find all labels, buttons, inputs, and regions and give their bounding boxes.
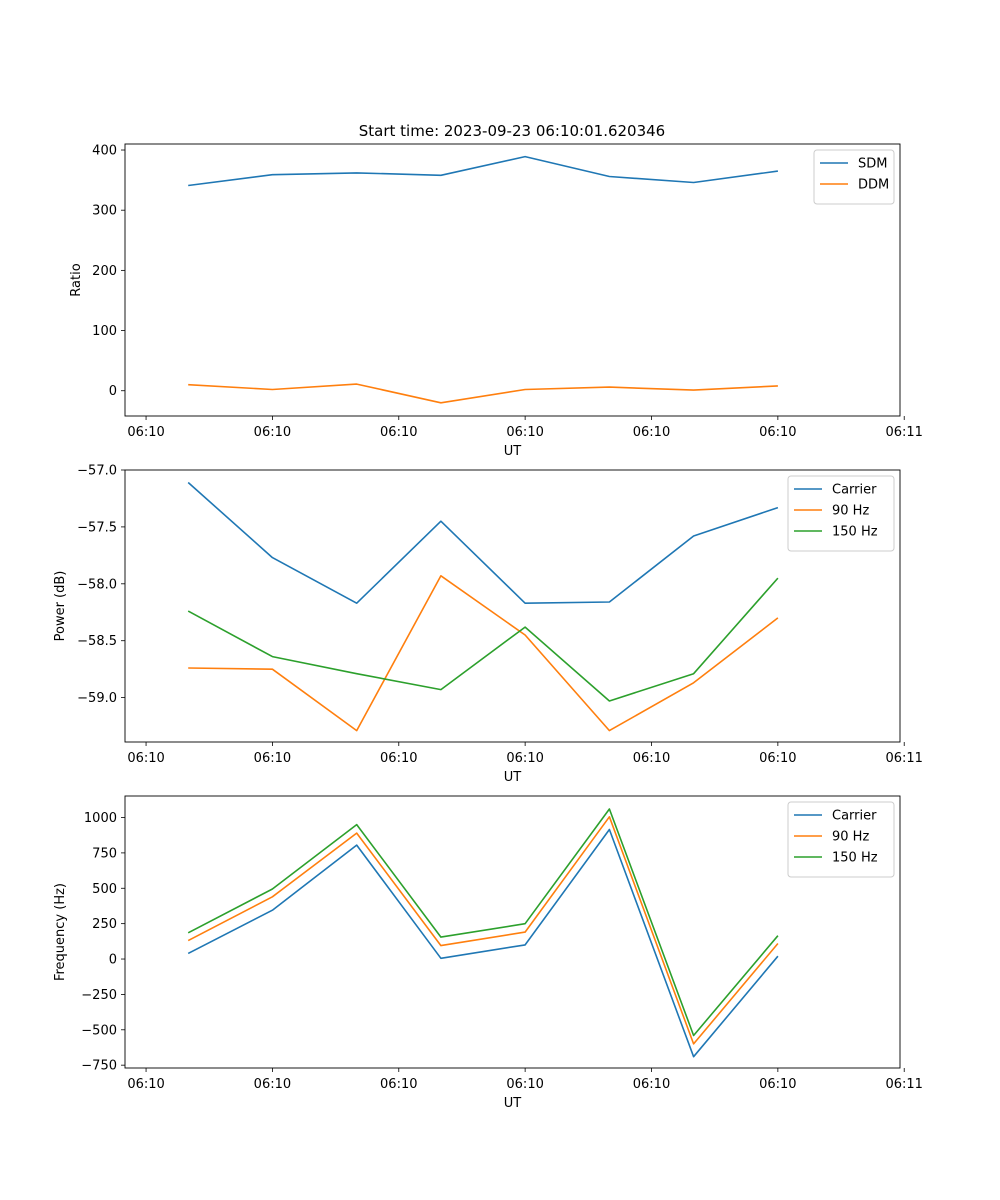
series-line-ddm (188, 383, 778, 404)
plot-frame (124, 795, 901, 1069)
y-tick-label: 250 (92, 917, 117, 932)
series-line-carrier (187, 828, 779, 1058)
y-tick-label: −57.5 (77, 520, 117, 535)
y-tick-label: −750 (81, 1059, 117, 1074)
y-axis-label: Ratio (69, 263, 84, 296)
x-axis-label: UT (504, 1096, 522, 1111)
legend-label: Carrier (832, 809, 877, 824)
x-tick-label: 06:10 (759, 751, 796, 766)
x-tick-label: 06:10 (506, 751, 543, 766)
x-tick-label: 06:10 (759, 1077, 796, 1092)
panels-container: 06:10 06:10 06:10 06:10 06:10 06:10 06:11 0 100 2… (53, 144, 923, 1111)
legend: SDM DDM (813, 149, 895, 205)
chart-panel-1: 06:10 06:10 06:10 06:10 06:10 06:10 06:11 0 100 2… (69, 144, 923, 459)
y-tick-label: 400 (92, 144, 117, 159)
x-tick-label: 06:10 (633, 425, 670, 440)
legend: Carrier 90 Hz 150 Hz (787, 475, 895, 552)
y-tick-label: −500 (81, 1023, 117, 1038)
legend-label: Carrier (832, 483, 877, 498)
y-tick-label: 100 (92, 324, 117, 339)
series-line-90-hz (187, 815, 779, 1045)
x-tick-label: 06:10 (254, 751, 291, 766)
legend-box (787, 801, 895, 878)
y-tick-label: 1000 (84, 811, 117, 826)
x-tick-label: 06:10 (380, 1077, 417, 1092)
x-axis-label: UT (504, 770, 522, 785)
x-tick-label: 06:10 (254, 425, 291, 440)
x-tick-label: 06:10 (633, 751, 670, 766)
y-tick-label: 300 (92, 204, 117, 219)
x-tick-label: 06:10 (254, 1077, 291, 1092)
x-tick-label: 06:10 (380, 425, 417, 440)
series-line-150-hz (187, 577, 779, 702)
legend-label: 90 Hz (832, 504, 869, 519)
y-tick-label: −58.5 (77, 634, 117, 649)
y-tick-label: 500 (92, 882, 117, 897)
x-tick-label: 06:10 (759, 425, 796, 440)
series-line-carrier (187, 481, 779, 605)
series-line-sdm (188, 155, 779, 187)
legend: Carrier 90 Hz 150 Hz (787, 801, 895, 878)
x-tick-label: 06:10 (127, 1077, 164, 1092)
x-tick-label: 06:10 (633, 1077, 670, 1092)
legend-box (787, 475, 895, 552)
x-tick-label: 06:11 (885, 1077, 922, 1092)
chart-panel-2: 06:10 06:10 06:10 06:10 06:10 06:10 06:11 −57.0… (53, 464, 923, 786)
x-axis-label: UT (504, 444, 522, 459)
x-tick-label: 06:11 (885, 425, 922, 440)
x-tick-label: 06:10 (506, 425, 543, 440)
x-tick-label: 06:10 (506, 1077, 543, 1092)
legend-label: DDM (858, 178, 889, 193)
y-axis-label: Frequency (Hz) (53, 883, 68, 981)
y-tick-label: 200 (92, 264, 117, 279)
y-tick-label: −59.0 (77, 691, 117, 706)
y-tick-label: −58.0 (77, 577, 117, 592)
chart-title: Start time: 2023-09-23 06:10:01.620346 (359, 122, 665, 140)
legend-label: 90 Hz (832, 830, 869, 845)
y-axis-label: Power (dB) (53, 571, 68, 642)
y-tick-label: 750 (92, 846, 117, 861)
plot-frame (124, 469, 901, 743)
x-tick-label: 06:10 (380, 751, 417, 766)
y-tick-label: 0 (109, 953, 117, 968)
x-tick-label: 06:10 (127, 751, 164, 766)
legend-label: 150 Hz (832, 525, 878, 540)
x-tick-label: 06:10 (127, 425, 164, 440)
legend-label: SDM (858, 157, 887, 172)
series-line-150-hz (187, 808, 779, 1037)
y-tick-label: −250 (81, 988, 117, 1003)
series-line-90-hz (188, 574, 779, 732)
chart-panel-3: 06:10 06:10 06:10 06:10 06:10 06:10 06:11 1000 7… (53, 795, 923, 1111)
x-tick-label: 06:11 (885, 751, 922, 766)
legend-label: 150 Hz (832, 851, 878, 866)
y-tick-label: −57.0 (77, 464, 117, 479)
plot-frame (124, 143, 901, 417)
y-tick-label: 0 (109, 384, 117, 399)
